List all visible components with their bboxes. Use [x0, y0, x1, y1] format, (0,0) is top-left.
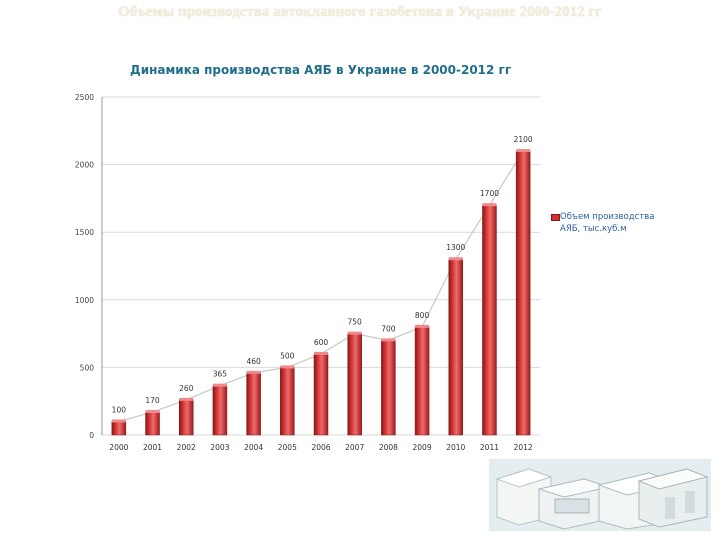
- bar-cap: [145, 410, 160, 414]
- data-label: 2100: [514, 135, 533, 144]
- bar-cap: [314, 351, 328, 355]
- bar: [111, 421, 127, 436]
- data-label: 1700: [480, 189, 499, 198]
- bar-cap: [212, 383, 227, 387]
- y-tick-label: 2500: [75, 93, 94, 102]
- legend-label: Объем производства АЯБ, тыс.куб.м: [560, 212, 655, 234]
- x-tick-label: 2006: [311, 443, 330, 452]
- bar: [145, 411, 160, 436]
- bar-cap: [347, 331, 362, 335]
- legend-swatch: [551, 214, 560, 221]
- bar-cap: [179, 397, 194, 401]
- y-tick-label: 500: [80, 363, 95, 372]
- x-tick-label: 2009: [413, 443, 432, 452]
- x-tick-label: 2012: [514, 443, 533, 452]
- chart-title: Динамика производства АЯБ в Украине в 20…: [130, 63, 512, 77]
- x-tick-label: 2011: [480, 443, 499, 452]
- data-label: 600: [314, 338, 329, 347]
- x-tick-label: 2007: [345, 443, 364, 452]
- bar: [448, 258, 464, 436]
- data-label: 1300: [446, 243, 465, 252]
- x-tick-label: 2004: [244, 443, 263, 452]
- bar-cap: [280, 365, 295, 369]
- data-label: 460: [246, 357, 261, 366]
- x-tick-label: 2003: [210, 443, 229, 452]
- data-label: 500: [280, 351, 295, 360]
- bar-cap: [111, 419, 126, 423]
- y-axis: 0 500 1000 1500 2000 2500: [75, 93, 103, 440]
- bar: [482, 204, 497, 436]
- x-tick-label: 2000: [109, 443, 128, 452]
- bar-cap: [448, 257, 463, 261]
- bar: [414, 326, 430, 436]
- bar: [280, 367, 295, 436]
- bar: [212, 385, 228, 436]
- bar: [347, 333, 362, 436]
- bar: [515, 150, 531, 436]
- bar: [246, 372, 261, 436]
- slide-title: Объемы производства автоклавного газобет…: [118, 4, 602, 20]
- y-tick-label: 0: [89, 431, 94, 440]
- bar-cap: [482, 203, 497, 207]
- bar-cap: [246, 370, 261, 374]
- y-tick-label: 1500: [75, 228, 94, 237]
- x-tick-label: 2010: [446, 443, 465, 452]
- x-axis: 2000 2001 2002 2003 2004 2005 2006 2007 2008 2009…: [109, 443, 533, 452]
- data-label: 365: [213, 370, 228, 379]
- bar: [178, 399, 194, 436]
- legend: Объем производства АЯБ, тыс.куб.м: [551, 211, 670, 235]
- y-tick-label: 1000: [75, 296, 94, 305]
- data-label: 260: [179, 384, 194, 393]
- data-label: 700: [381, 324, 396, 333]
- data-labels: 100 170 260 365 460 500 600 750 700 800 1300 1700 21…: [112, 135, 533, 414]
- bar-cap: [381, 338, 396, 342]
- aerated-concrete-blocks-photo: [489, 459, 711, 531]
- data-label: 100: [112, 405, 127, 414]
- x-tick-label: 2002: [177, 443, 196, 452]
- x-tick-label: 2005: [278, 443, 297, 452]
- y-tick-label: 2000: [75, 161, 94, 170]
- data-label: 170: [145, 396, 160, 405]
- bar: [381, 340, 396, 436]
- bar-cap: [516, 149, 531, 153]
- data-label: 750: [348, 318, 363, 327]
- bar: [313, 353, 329, 436]
- bar-cap: [415, 324, 430, 328]
- x-tick-label: 2008: [379, 443, 398, 452]
- x-tick-label: 2001: [143, 443, 162, 452]
- bars: [111, 149, 531, 436]
- data-label: 800: [415, 311, 430, 320]
